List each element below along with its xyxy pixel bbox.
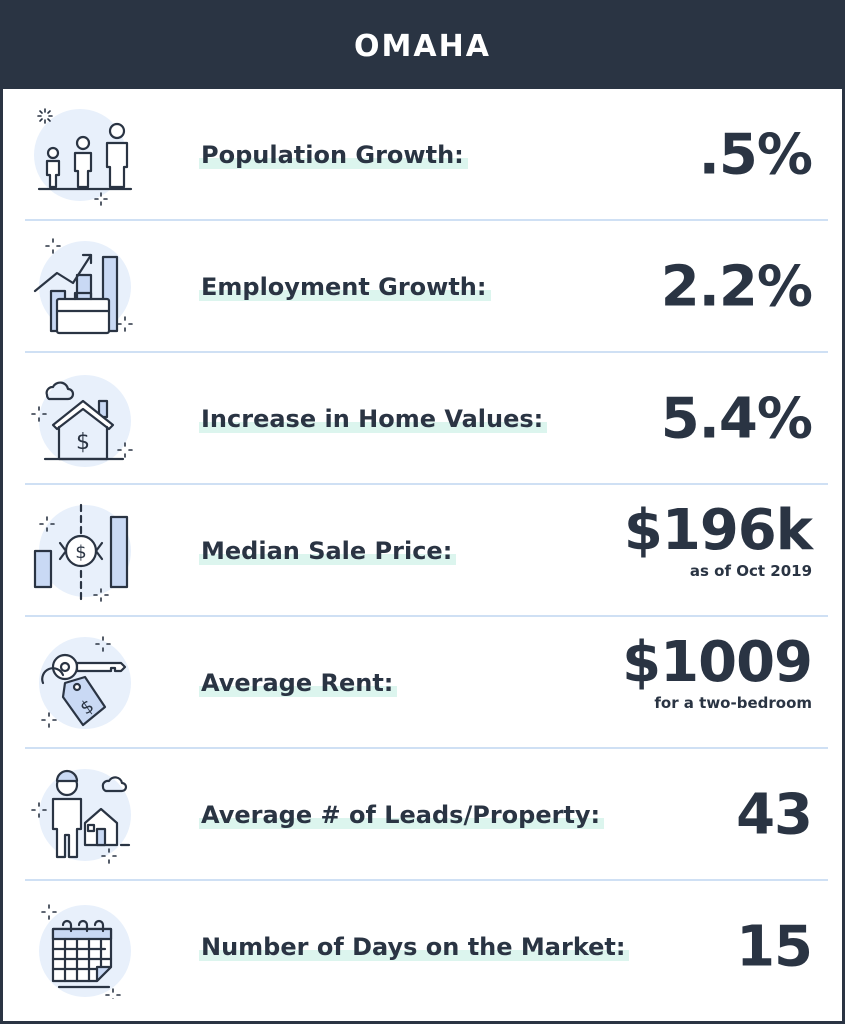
- stat-value: 2.2%: [660, 254, 813, 320]
- briefcase-growth-icon: [33, 238, 133, 335]
- stat-row-days-on-market: Number of Days on the Market: 15: [3, 881, 842, 1013]
- stat-value: $196k: [623, 498, 813, 563]
- stat-label: Average # of Leads/Property:: [199, 801, 605, 829]
- stat-row-home-values: $ Increase in Home Values: 5.4%: [3, 353, 842, 485]
- stat-label: Increase in Home Values:: [199, 405, 548, 433]
- svg-text:$: $: [76, 430, 90, 455]
- stat-label: Median Sale Price:: [199, 537, 457, 565]
- row-divider: [25, 615, 828, 617]
- stat-subtext: as of Oct 2019: [689, 562, 812, 580]
- stat-label: Employment Growth:: [199, 273, 491, 301]
- stat-row-median-sale-price: $ Median Sale Price: $196k as of Oct 201…: [3, 485, 842, 617]
- stat-value-block: $1009 for a two-bedroom: [622, 630, 813, 713]
- stat-value: .5%: [698, 122, 813, 188]
- city-title: OMAHA: [354, 28, 491, 64]
- stat-label: Population Growth:: [199, 141, 468, 169]
- stat-value: 5.4%: [660, 386, 813, 452]
- stat-label: Average Rent:: [199, 669, 398, 697]
- stat-value: $1009: [622, 630, 813, 695]
- person-house-icon: [31, 769, 131, 864]
- row-divider: [25, 219, 828, 221]
- house-dollar-icon: $: [31, 375, 133, 467]
- people-icon: [34, 108, 133, 206]
- row-divider: [25, 879, 828, 881]
- price-bars-icon: $: [33, 503, 131, 602]
- stat-row-average-rent: $ Average Rent: $1009 for a two-bedroom: [3, 617, 842, 749]
- key-tag-icon: $: [39, 636, 131, 729]
- stat-value-block: $196k as of Oct 2019: [623, 498, 813, 581]
- stat-row-population-growth: Population Growth: .5%: [3, 89, 842, 221]
- row-divider: [25, 351, 828, 353]
- stat-subtext: for a two-bedroom: [654, 694, 812, 712]
- stat-row-leads-per-property: Average # of Leads/Property: 43: [3, 749, 842, 881]
- stat-value: 43: [736, 782, 813, 848]
- row-divider: [25, 747, 828, 749]
- header-bar: OMAHA: [3, 3, 842, 89]
- svg-text:$: $: [75, 542, 86, 563]
- stat-value: 15: [736, 914, 813, 980]
- stat-label: Number of Days on the Market:: [199, 933, 630, 961]
- stat-row-employment-growth: Employment Growth: 2.2%: [3, 221, 842, 353]
- calendar-icon: [39, 904, 131, 999]
- row-divider: [25, 483, 828, 485]
